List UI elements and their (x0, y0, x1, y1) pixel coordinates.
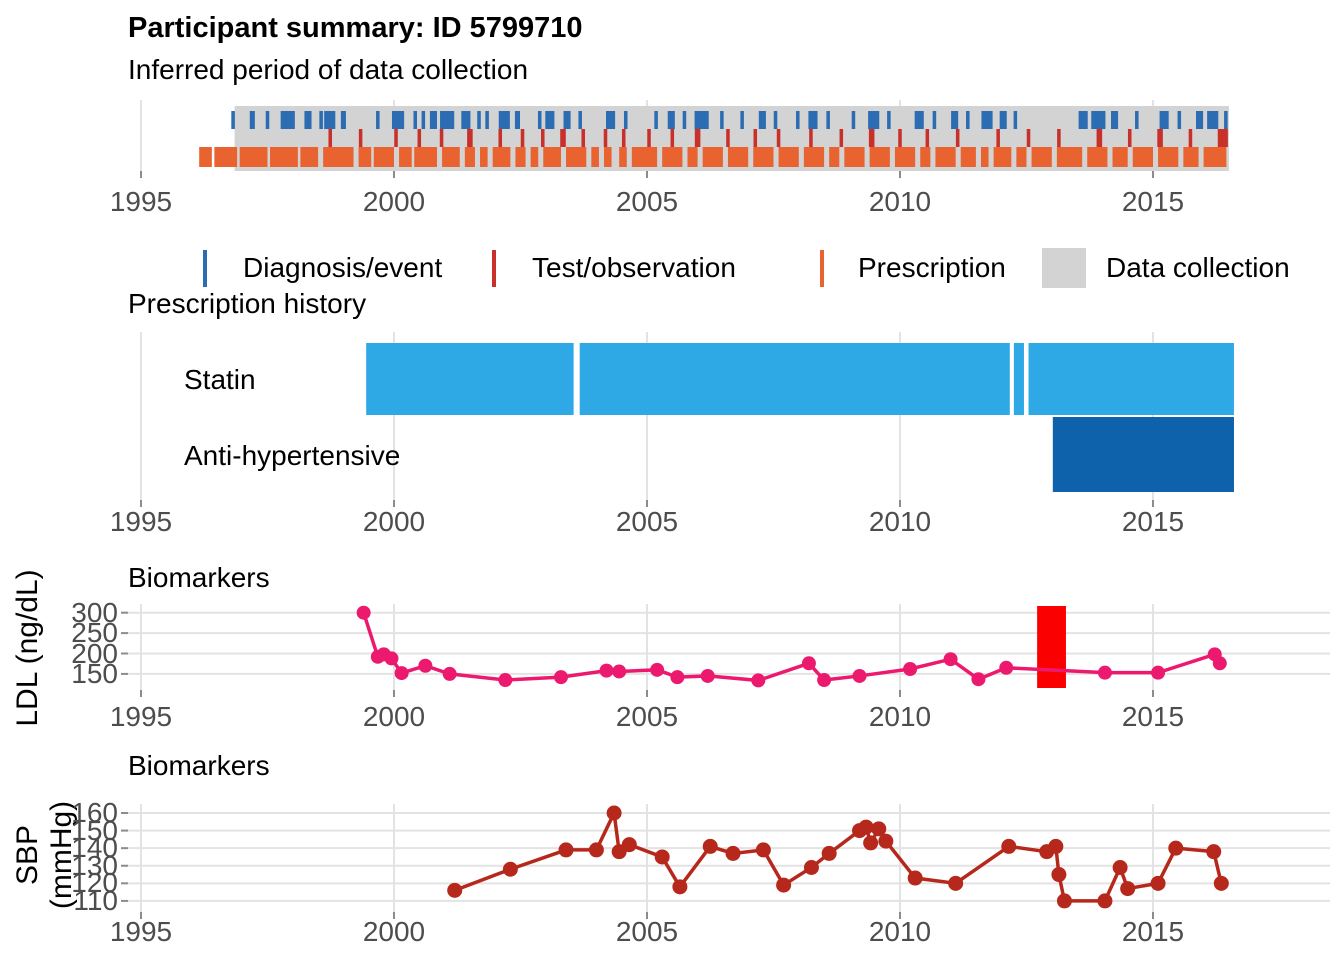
ldl-panel (121, 604, 1330, 697)
ldl-panel-x-tick: 2000 (362, 701, 426, 732)
row-label-antihypertensive: Anti-hypertensive (184, 440, 401, 471)
legend-item-prescription: Prescription (820, 248, 1006, 288)
legend-label: Data collection (1106, 252, 1290, 283)
prescription-history-title: Prescription history (128, 288, 367, 319)
sbp-panel-y-tick: 130 (71, 849, 118, 881)
legend-label: Prescription (858, 252, 1006, 283)
prescription-swatch-icon (820, 249, 824, 287)
prescription-x-tick: 2000 (362, 506, 426, 537)
page-title: Participant summary: ID 5799710 (128, 12, 583, 44)
sbp-y-axis-title: SBP (mmHg) (11, 800, 78, 910)
test-swatch-icon (492, 249, 496, 287)
ldl-y-axis-title: LDL (ng/dL) (11, 569, 44, 727)
prescription-x-tick: 2010 (868, 506, 932, 537)
sbp-panel-x-tick: 2010 (868, 916, 932, 947)
ldl-panel-x-tick: 2010 (868, 701, 932, 732)
prescription-panel (140, 332, 1234, 507)
sbp-panel-x-tick: 2000 (362, 916, 426, 947)
event-band (1037, 606, 1066, 688)
ldl-panel-x-tick: 1995 (109, 701, 173, 732)
sbp-panel-x-tick: 1995 (109, 916, 173, 947)
sbp-panel-y-tick: 160 (71, 797, 118, 828)
legend-item-diagnosis: Diagnosis/event (203, 248, 442, 288)
gantt-bar-statin (1028, 343, 1234, 415)
prescription-x-tick: 2005 (615, 506, 679, 537)
biomarkers-sbp-title: Biomarkers (128, 750, 270, 781)
ldl-panel-y-tick: 150 (71, 657, 118, 689)
sbp-panel-x-tick: 2005 (615, 916, 679, 947)
ldl-panel-x-tick: 2015 (1121, 701, 1185, 732)
ldl-panel-y-tick: 200 (71, 637, 118, 669)
timeline-x-tick: 2000 (362, 186, 426, 217)
sbp-panel-y-tick: 140 (71, 832, 118, 864)
gantt-bar-statin (1013, 343, 1024, 415)
sbp-panel-x-tick: 2015 (1121, 916, 1185, 947)
row-label-statin: Statin (184, 364, 256, 395)
timeline-panel (140, 100, 1229, 178)
legend-item-test: Test/observation (492, 248, 736, 288)
gantt-bar-antihypertensive (1052, 417, 1234, 492)
legend-label: Diagnosis/event (243, 252, 443, 283)
sbp-panel-line (454, 806, 1224, 903)
legend-label: Test/observation (532, 252, 736, 283)
timeline-x-tick: 1995 (109, 186, 173, 217)
sbp-panel-y-tick: 150 (71, 814, 118, 846)
timeline-x-tick: 2015 (1121, 186, 1185, 217)
legend-item-collection: Data collection (1042, 248, 1290, 288)
gantt-bar-statin (579, 343, 1010, 415)
timeline-x-tick: 2010 (868, 186, 932, 217)
diagnosis-swatch-icon (203, 249, 207, 287)
gantt-bar-statin (366, 343, 574, 415)
timeline-subtitle: Inferred period of data collection (128, 54, 529, 85)
collection-swatch-icon (1042, 248, 1086, 288)
sbp-panel (121, 804, 1330, 919)
ldl-panel-y-tick: 250 (71, 617, 118, 649)
prescription-x-tick: 2015 (1121, 506, 1185, 537)
ldl-panel-y-tick: 300 (71, 596, 118, 628)
prescription-x-tick: 1995 (109, 506, 173, 537)
sbp-panel-y-tick: 110 (73, 884, 118, 916)
biomarkers-ldl-title: Biomarkers (128, 562, 270, 593)
ldl-panel-line (361, 612, 1222, 683)
ldl-panel-x-tick: 2005 (615, 701, 679, 732)
timeline-x-tick: 2005 (615, 186, 679, 217)
sbp-panel-y-tick: 120 (71, 867, 118, 899)
